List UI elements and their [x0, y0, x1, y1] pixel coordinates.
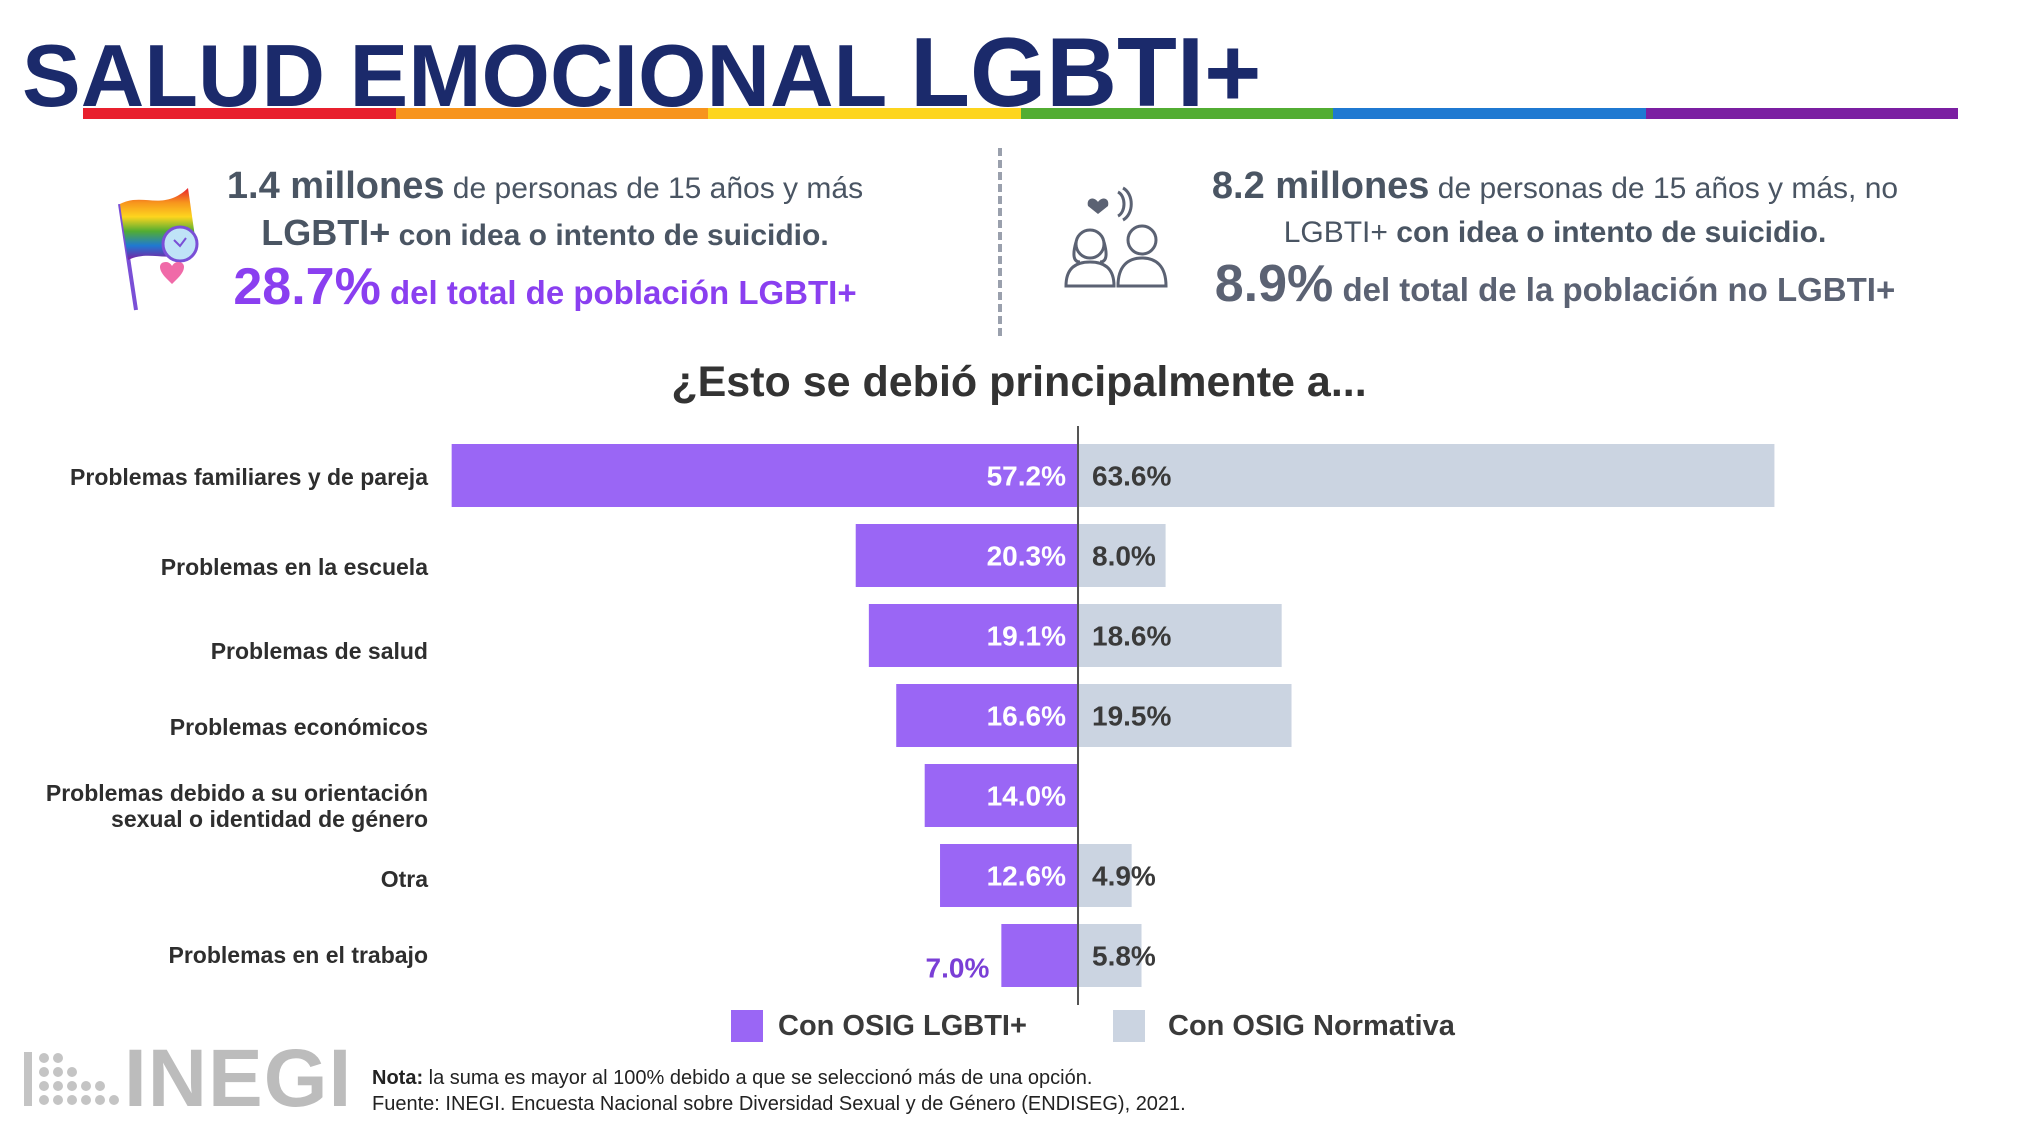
legend-label-normativa: Con OSIG Normativa	[1168, 1010, 1455, 1042]
stat-lgbti-pct: 28.7%	[233, 258, 381, 316]
data-label-normativa: 5.8%	[1092, 941, 1156, 972]
stat-lgbti: 1.4 millones de personas de 15 años y má…	[190, 164, 900, 329]
stat-non-lgbti-line1: de personas de 15 años y más, no	[1429, 172, 1899, 205]
stat-non-lgbti-group: LGBTI+	[1283, 216, 1388, 249]
stat-non-lgbti: 8.2 millones de personas de 15 años y má…	[1180, 164, 1930, 326]
footer-note-text: la suma es mayor al 100% debido a que se…	[423, 1067, 1093, 1089]
bar-normativa	[1078, 684, 1292, 747]
legend-swatch-normativa	[1113, 1010, 1145, 1042]
bar-normativa	[1078, 604, 1282, 667]
bar-lgbti	[868, 604, 1078, 667]
rainbow-segment	[708, 108, 1021, 119]
bar-lgbti	[1001, 924, 1078, 987]
stat-non-lgbti-line2: con idea o intento de suicidio.	[1387, 216, 1827, 249]
bar-normativa	[1078, 924, 1142, 987]
stat-lgbti-pct-tail: del total de población LGBTI+	[380, 274, 857, 311]
footer-source: Fuente: INEGI. Encuesta Nacional sobre D…	[372, 1090, 1186, 1118]
bar-lgbti	[896, 684, 1078, 747]
data-label-lgbti: 12.6%	[987, 861, 1066, 892]
diverging-bar-chart: 57.2% 63.6% 20.3% 8.0% 19.1% 18.6% 16.6% 19.5% 1…	[451, 426, 1775, 1005]
data-label-normativa: 8.0%	[1092, 541, 1156, 572]
category-label-other: Otra	[380, 866, 428, 892]
inegi-logo-text: INEGI	[124, 1033, 353, 1124]
rainbow-segment	[395, 108, 708, 119]
stat-lgbti-count: 1.4 millones	[226, 165, 445, 207]
data-label-lgbti: 16.6%	[987, 701, 1066, 732]
footer-source-text: INEGI. Encuesta Nacional sobre Diversida…	[439, 1093, 1186, 1115]
bar-lgbti	[451, 444, 1078, 507]
section-divider	[998, 148, 1002, 336]
stat-non-lgbti-count: 8.2 millones	[1211, 165, 1430, 207]
stat-lgbti-group: LGBTI+	[261, 212, 391, 253]
bar-lgbti	[924, 764, 1078, 827]
category-label-school: Problemas en la escuela	[160, 554, 428, 580]
stat-lgbti-line1: de personas de 15 años y más	[444, 172, 864, 205]
data-label-lgbti: 19.1%	[987, 621, 1066, 652]
category-label-economic: Problemas económicos	[169, 714, 428, 740]
chart-question: ¿Esto se debió principalmente a...	[671, 358, 1367, 406]
bar-lgbti	[940, 844, 1078, 907]
category-label-health: Problemas de salud	[210, 638, 428, 664]
rainbow-underline	[83, 108, 1958, 119]
bar-normativa	[1078, 524, 1166, 587]
data-label-normativa: 4.9%	[1092, 861, 1156, 892]
footer-note-label: Nota:	[372, 1067, 424, 1089]
data-label-normativa: 63.6%	[1092, 461, 1171, 492]
bar-normativa	[1078, 444, 1775, 507]
data-label-normativa: 18.6%	[1092, 621, 1171, 652]
data-label-lgbti: 20.3%	[987, 541, 1066, 572]
legend-label-lgbti: Con OSIG LGBTI+	[778, 1010, 1027, 1042]
footer-source-label: Fuente:	[372, 1093, 440, 1115]
rainbow-segment	[83, 108, 396, 119]
stat-non-lgbti-pct-tail: del total de la población no LGBTI+	[1333, 271, 1896, 308]
data-label-normativa: 19.5%	[1092, 701, 1171, 732]
category-label-orientation: Problemas debido a su orientación sexual…	[45, 780, 428, 832]
rainbow-segment	[1020, 108, 1333, 119]
data-label-lgbti: 14.0%	[987, 781, 1066, 812]
bar-normativa	[1078, 844, 1132, 907]
category-label-work: Problemas en el trabajo	[168, 942, 428, 968]
rainbow-segment	[1333, 108, 1646, 119]
category-label-family: Problemas familiares y de pareja	[70, 464, 428, 490]
data-label-lgbti: 7.0%	[926, 953, 990, 984]
people-listening-icon	[1064, 186, 1168, 288]
inegi-logo-dots	[24, 1052, 119, 1106]
stat-non-lgbti-pct: 8.9%	[1214, 255, 1334, 313]
bar-lgbti	[855, 524, 1078, 587]
pride-flag-icon	[118, 188, 199, 311]
footer-note: Nota: la suma es mayor al 100% debido a …	[372, 1064, 1092, 1092]
legend-swatch-lgbti	[731, 1010, 763, 1042]
rainbow-segment	[1645, 108, 1958, 119]
stat-lgbti-line2: con idea o intento de suicidio.	[390, 219, 829, 252]
data-label-lgbti: 57.2%	[987, 461, 1066, 492]
title-part-2: LGBTI+	[910, 17, 1262, 127]
